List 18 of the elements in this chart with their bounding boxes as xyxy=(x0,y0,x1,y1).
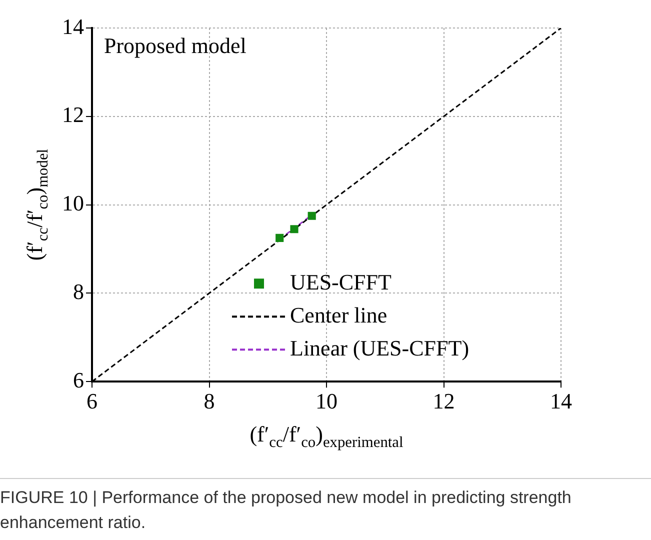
x-tick-label: 8 xyxy=(204,388,215,414)
x-tick-label: 10 xyxy=(316,388,338,414)
chart-title: Proposed model xyxy=(104,32,246,58)
y-axis-title: (f′cc/f′co)model xyxy=(22,148,52,261)
legend-label: Linear (UES-CFFT) xyxy=(290,335,470,360)
x-tick-label: 14 xyxy=(550,388,572,414)
y-tick-label: 14 xyxy=(62,14,84,39)
legend-label: Center line xyxy=(290,302,388,328)
y-tick-label: 6 xyxy=(73,367,84,392)
point xyxy=(290,225,298,234)
point xyxy=(276,234,284,242)
caption: FIGURE 10 | Performance of the proposed new model in predicting strength enhancement ratio. xyxy=(0,487,572,534)
y-tick-label: 8 xyxy=(73,278,84,304)
point xyxy=(308,212,316,220)
y-tick-label: 10 xyxy=(62,190,84,216)
legend-label: UES-CFFT xyxy=(290,269,392,294)
y-tick-label: 12 xyxy=(62,102,84,128)
x-tick-label: 12 xyxy=(432,388,455,414)
